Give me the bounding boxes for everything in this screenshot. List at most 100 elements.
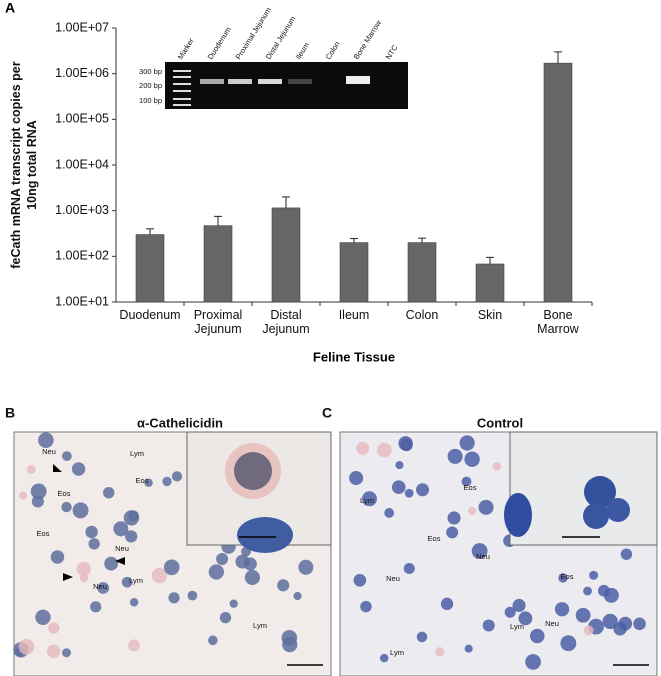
cell-label: Lym <box>360 496 374 505</box>
bar <box>475 263 505 303</box>
cell <box>391 480 406 494</box>
cell <box>113 521 129 537</box>
cell <box>234 452 272 490</box>
cell <box>168 592 180 604</box>
cell <box>30 483 47 500</box>
arrowhead <box>63 573 73 581</box>
bar <box>339 242 369 303</box>
cell <box>492 461 502 471</box>
cell-label: Lym <box>129 576 143 585</box>
cell <box>216 553 229 566</box>
x-axis-title: Feline Tissue <box>313 349 395 364</box>
y-tick-label: 1.00E+06 <box>55 66 109 80</box>
panel-label: B <box>5 405 15 421</box>
bar <box>203 225 233 303</box>
cell <box>61 451 72 461</box>
gel-lane-label: Colon <box>324 40 342 61</box>
gel-band <box>200 79 224 84</box>
cell <box>395 461 404 470</box>
panel-title: α-Cathelicidin <box>137 415 223 430</box>
error-bar <box>282 196 290 208</box>
error-bar <box>350 238 358 243</box>
cell <box>464 644 473 653</box>
cell <box>504 606 516 618</box>
cell <box>440 597 454 611</box>
cell <box>104 556 119 571</box>
cell <box>79 573 89 583</box>
cell <box>504 493 532 537</box>
y-tick-label: 1.00E+02 <box>55 249 109 263</box>
cell <box>471 543 488 559</box>
cell <box>384 508 395 518</box>
gel-size-label: 200 bp <box>139 81 162 90</box>
cell <box>103 486 115 499</box>
cell-label: Eos <box>58 489 71 498</box>
error-bar <box>214 215 222 226</box>
cell <box>530 628 545 644</box>
cell-label: Neu <box>93 582 107 591</box>
cell <box>512 598 526 612</box>
cell <box>298 559 314 575</box>
cell <box>61 501 72 513</box>
cell <box>398 436 413 451</box>
cell-label: Lym <box>510 622 524 631</box>
cell <box>187 590 198 601</box>
cell <box>589 570 599 580</box>
cell <box>361 491 377 507</box>
cell <box>35 609 51 625</box>
gel-lane-label: Duodenum <box>206 25 233 61</box>
cell <box>163 559 180 576</box>
x-tick-label: Duodenum <box>119 308 181 322</box>
cell <box>584 476 616 508</box>
cell <box>46 644 61 658</box>
cell <box>583 625 594 636</box>
cell <box>468 506 477 515</box>
cell-label: Neu <box>386 574 400 583</box>
cell <box>403 562 415 575</box>
x-tick-label: Distal Jejunum <box>262 308 310 336</box>
cell <box>518 611 533 626</box>
cell <box>244 569 260 586</box>
gel-lane-label: NTC <box>384 43 400 61</box>
gel-band <box>258 79 282 84</box>
cell <box>602 613 618 630</box>
cell <box>446 526 459 539</box>
cell <box>277 579 290 592</box>
cell <box>583 503 609 529</box>
cell <box>144 478 153 487</box>
gel-lane-label: Marker <box>176 36 196 61</box>
cell <box>90 601 102 613</box>
y-tick-label: 1.00E+05 <box>55 112 109 126</box>
bar <box>271 207 301 303</box>
cell <box>72 502 89 519</box>
y-tick-label: 1.00E+03 <box>55 203 109 217</box>
cell <box>62 648 71 658</box>
cell <box>26 465 36 474</box>
cell <box>76 561 91 577</box>
cell-label: Lym <box>253 621 267 630</box>
gel-lane-label: Bone Marrow <box>352 18 384 61</box>
gel-band <box>173 70 191 72</box>
gel-lane-label: Ileum <box>294 41 311 61</box>
cell-label: Neu <box>115 544 129 553</box>
x-tick-label: Bone Marrow <box>537 308 579 336</box>
cell <box>85 525 98 539</box>
cell-label: Neu <box>476 552 490 561</box>
cell <box>19 491 28 500</box>
error-bar <box>418 237 426 243</box>
cell <box>125 530 138 543</box>
cell <box>560 635 577 652</box>
gel-band <box>288 79 312 84</box>
cell-label: Lym <box>390 648 404 657</box>
cell <box>18 638 35 655</box>
cell <box>435 647 445 657</box>
cell <box>38 432 54 448</box>
gel-band <box>346 76 370 84</box>
cell <box>88 538 100 550</box>
error-bar <box>554 51 562 64</box>
cell <box>360 600 372 613</box>
cell-label: Eos <box>37 529 50 538</box>
cell <box>208 635 218 646</box>
gel-band <box>173 104 191 106</box>
